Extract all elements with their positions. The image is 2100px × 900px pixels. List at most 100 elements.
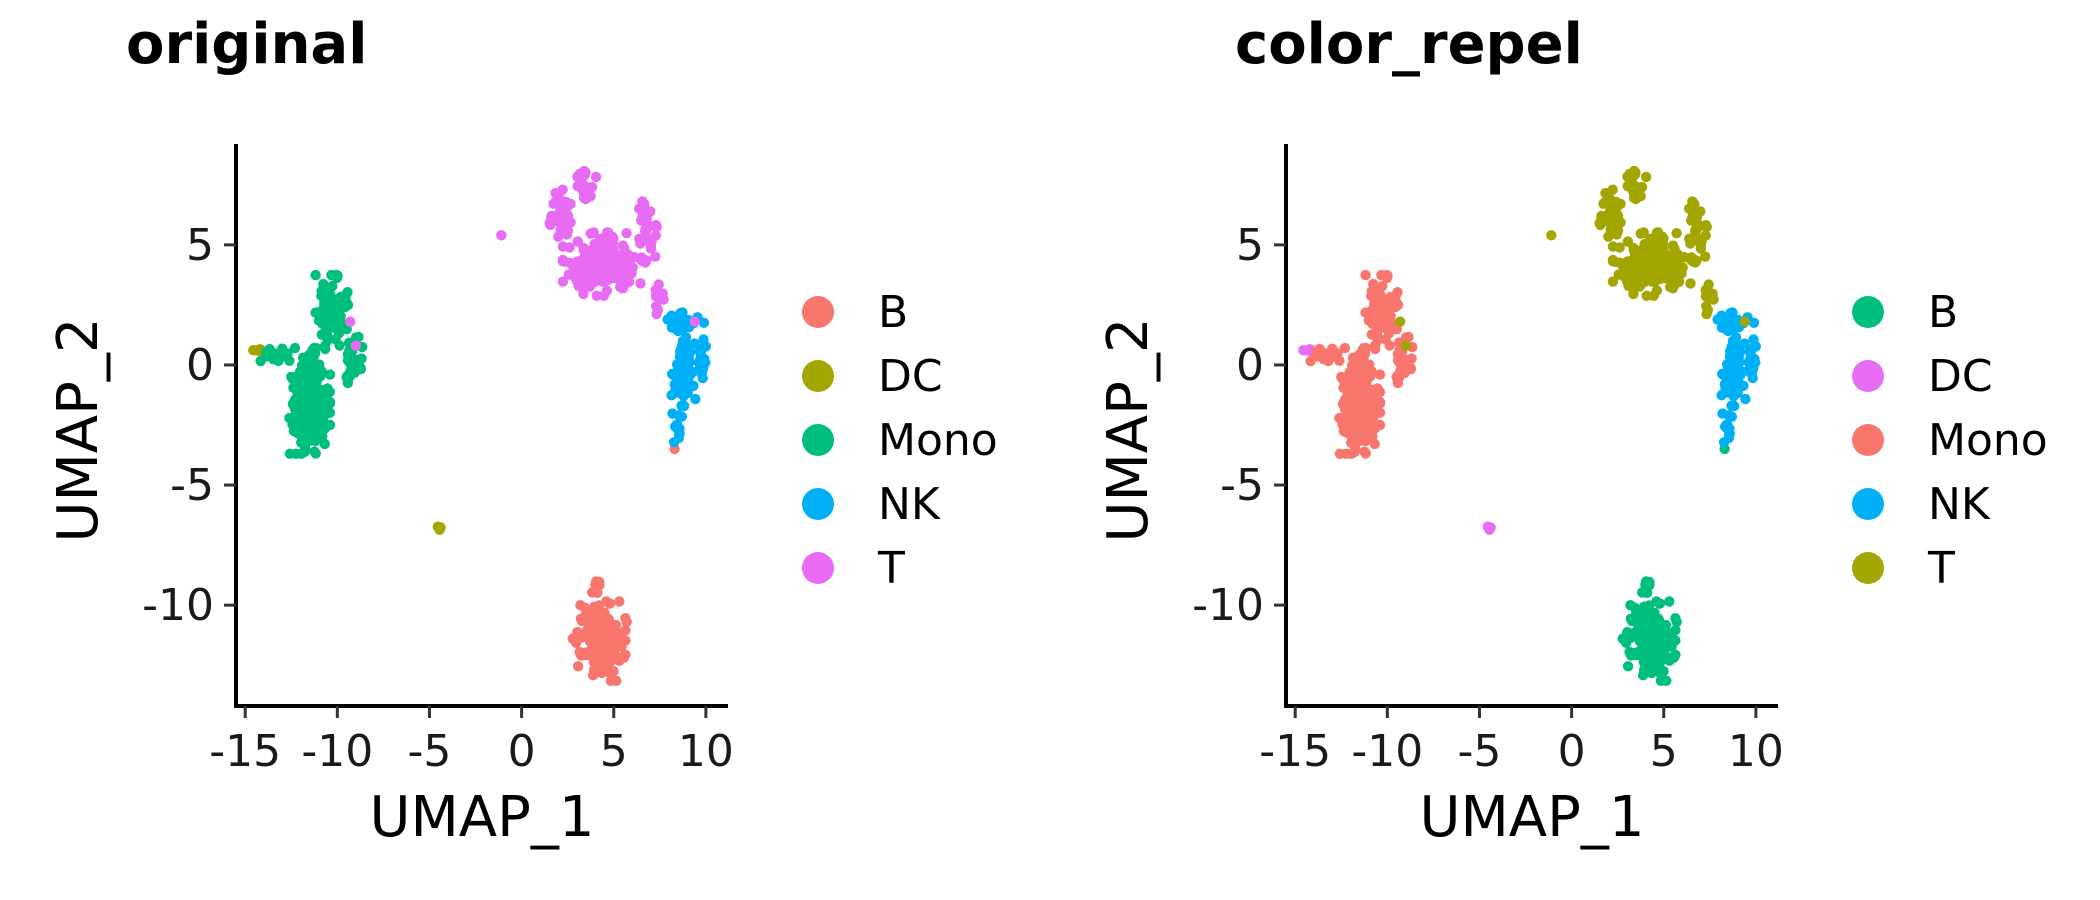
data-point: [658, 294, 669, 305]
data-point: [330, 301, 341, 312]
data-point: [1367, 431, 1378, 442]
data-point: [1717, 368, 1728, 380]
data-point: [605, 656, 616, 667]
legend-key: [1852, 296, 1884, 328]
y-tick-label: 0: [1236, 340, 1264, 391]
data-point: [1338, 412, 1349, 423]
data-point: [1360, 422, 1371, 434]
series-nk: [1712, 307, 1761, 448]
data-point: [1708, 294, 1719, 305]
data-point: [1610, 199, 1621, 210]
data-point: [353, 331, 364, 343]
data-point: [572, 271, 583, 283]
data-point: [580, 193, 591, 205]
data-point: [594, 661, 605, 672]
data-point: [1348, 432, 1359, 443]
legend-key: [802, 360, 834, 392]
data-point: [621, 228, 632, 239]
data-point: [592, 626, 603, 638]
data-point: [1716, 312, 1728, 323]
legend: B DC Mono NK T: [1852, 287, 2048, 594]
data-point: [324, 310, 335, 321]
legend-key: [802, 552, 834, 584]
data-point: [1702, 304, 1713, 316]
y-tick-label: 0: [186, 340, 214, 391]
legend-key: [802, 488, 834, 520]
legend-item-t: T: [802, 543, 905, 594]
series-mono: [1305, 227, 1649, 459]
data-point: [627, 262, 638, 273]
data-point: [623, 274, 634, 286]
data-point: [1703, 279, 1714, 290]
data-point: [557, 276, 569, 287]
data-point: [314, 394, 325, 405]
data-point: [324, 419, 336, 431]
data-point: [1384, 340, 1395, 351]
data-point: [610, 619, 622, 631]
data-point: [674, 423, 685, 434]
data-point: [310, 359, 321, 370]
y-tick-label: -10: [1192, 580, 1264, 631]
data-point: [673, 432, 684, 444]
data-point: [1630, 193, 1641, 205]
data-point: [342, 299, 354, 311]
x-tick-label: 10: [678, 726, 734, 777]
data-point: [327, 280, 338, 292]
x-tick-label: -15: [209, 726, 281, 777]
data-point: [669, 379, 680, 390]
legend-key: [1852, 488, 1884, 520]
data-point: [1661, 675, 1672, 686]
data-point: [298, 432, 309, 443]
data-point: [1622, 661, 1634, 672]
data-point: [1654, 598, 1666, 609]
data-point: [340, 290, 351, 301]
data-point: [1546, 230, 1557, 241]
legend-label: T: [877, 543, 905, 594]
data-point: [316, 329, 327, 340]
data-point: [1352, 368, 1364, 379]
data-point: [1671, 228, 1682, 239]
data-point: [1377, 280, 1388, 292]
data-point: [1652, 257, 1663, 268]
data-point: [319, 297, 330, 308]
data-point: [1339, 403, 1351, 414]
data-point: [1724, 423, 1735, 434]
data-point: [698, 317, 710, 328]
data-point: [1639, 274, 1651, 286]
legend-item-mono: Mono: [1852, 415, 2048, 466]
data-point: [1648, 249, 1659, 260]
data-point: [577, 173, 588, 184]
data-point: [1671, 616, 1682, 628]
data-point: [561, 229, 572, 240]
data-point: [557, 184, 568, 195]
series-b: [567, 443, 680, 686]
data-point: [591, 256, 602, 267]
data-point: [588, 227, 599, 238]
data-point: [1368, 278, 1379, 290]
data-point: [1739, 316, 1750, 327]
legend-label: DC: [878, 351, 943, 402]
y-tick-label: -10: [142, 580, 214, 631]
data-point: [581, 650, 592, 661]
x-tick-label: 0: [508, 726, 536, 777]
data-point: [604, 667, 615, 678]
legend-label: Mono: [878, 415, 998, 466]
data-point: [638, 256, 649, 267]
legend-item-mono: Mono: [802, 415, 998, 466]
data-point: [604, 598, 616, 609]
data-point: [309, 446, 320, 457]
data-point: [635, 278, 646, 289]
data-point: [345, 359, 356, 370]
data-point: [1654, 667, 1665, 678]
data-point: [496, 230, 507, 241]
data-point: [1677, 262, 1688, 273]
data-point: [1611, 229, 1622, 240]
data-point: [296, 448, 307, 459]
data-point: [316, 405, 328, 416]
data-point: [1655, 656, 1666, 667]
data-point: [1360, 269, 1371, 281]
data-point: [690, 393, 701, 405]
y-tick-label: -5: [1220, 460, 1264, 511]
data-point: [1717, 408, 1728, 419]
legend-item-nk: NK: [1852, 479, 1991, 530]
